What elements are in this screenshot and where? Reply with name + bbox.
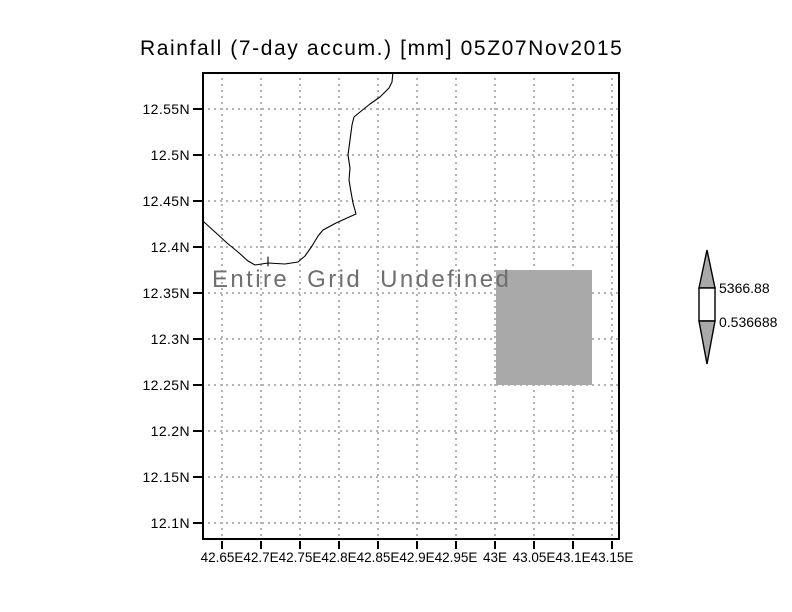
lon-tick-label: 42.8E	[321, 550, 357, 565]
lat-tick-label: 12.25N	[142, 377, 190, 393]
lat-tick-label: 12.45N	[142, 193, 190, 209]
lon-tick-mark	[533, 541, 535, 549]
lat-tick-label: 12.55N	[142, 101, 190, 117]
lon-tick-mark	[377, 541, 379, 549]
gridline-horizontal	[202, 522, 620, 524]
gridline-vertical	[260, 72, 262, 540]
lon-tick-mark	[299, 541, 301, 549]
undefined-message: Entire Grid Undefined	[212, 266, 512, 293]
gridline-vertical	[494, 72, 496, 540]
lon-tick-label: 43.05E	[512, 550, 556, 565]
lon-tick-label: 43.1E	[555, 550, 591, 565]
lon-tick-label: 42.9E	[399, 550, 435, 565]
lat-tick-mark	[193, 338, 202, 340]
gridline-vertical	[221, 72, 223, 540]
colorbar-box	[698, 287, 716, 322]
gridline-horizontal	[202, 246, 620, 248]
gridline-horizontal	[202, 384, 620, 386]
lon-tick-label: 43E	[482, 550, 508, 565]
lat-tick-mark	[193, 108, 202, 110]
lon-tick-mark	[494, 541, 496, 549]
lat-tick-mark	[193, 430, 202, 432]
lon-tick-label: 42.7E	[243, 550, 279, 565]
lon-tick-mark	[572, 541, 574, 549]
gridline-vertical	[611, 72, 613, 540]
lon-tick-mark	[611, 541, 613, 549]
lon-tick-mark	[338, 541, 340, 549]
gridline-vertical	[338, 72, 340, 540]
gridline-horizontal	[202, 338, 620, 340]
gridline-vertical	[416, 72, 418, 540]
gridline-horizontal	[202, 430, 620, 432]
gridline-vertical	[377, 72, 379, 540]
lat-tick-label: 12.35N	[142, 285, 190, 301]
colorbar	[698, 249, 716, 365]
gridline-vertical	[455, 72, 457, 540]
colorbar-down-arrow	[698, 320, 716, 365]
lon-tick-mark	[260, 541, 262, 549]
colorbar-up-arrow	[698, 249, 716, 289]
lat-tick-label: 12.5N	[150, 147, 190, 163]
coastline	[203, 72, 394, 267]
gridline-horizontal	[202, 108, 620, 110]
lon-tick-mark	[455, 541, 457, 549]
lat-tick-mark	[193, 476, 202, 478]
lat-tick-mark	[193, 200, 202, 202]
lat-tick-label: 12.1N	[150, 515, 190, 531]
lat-tick-mark	[193, 522, 202, 524]
lat-tick-mark	[193, 292, 202, 294]
lat-tick-label: 12.4N	[150, 239, 190, 255]
colorbar-max-label: 5366.88	[719, 280, 770, 296]
lat-tick-label: 12.15N	[142, 469, 190, 485]
colorbar-min-label: 0.536688	[719, 314, 778, 330]
gridline-horizontal	[202, 292, 620, 294]
gridline-horizontal	[202, 200, 620, 202]
map-frame	[202, 72, 620, 540]
lon-tick-label: 42.85E	[356, 550, 400, 565]
lon-tick-label: 42.75E	[278, 550, 322, 565]
gridline-horizontal	[202, 476, 620, 478]
lat-tick-label: 12.2N	[150, 423, 190, 439]
lon-tick-label: 42.65E	[200, 550, 244, 565]
coastline-path	[203, 72, 394, 266]
lon-tick-label: 42.95E	[434, 550, 478, 565]
gridline-vertical	[299, 72, 301, 540]
lon-tick-label: 43.15E	[590, 550, 634, 565]
lat-tick-mark	[193, 154, 202, 156]
lon-tick-mark	[416, 541, 418, 549]
lat-tick-mark	[193, 246, 202, 248]
lat-tick-label: 12.3N	[150, 331, 190, 347]
lat-tick-mark	[193, 384, 202, 386]
undefined-region-shading	[496, 270, 592, 385]
gridline-horizontal	[202, 154, 620, 156]
plot-title: Rainfall (7-day accum.) [mm] 05Z07Nov201…	[140, 37, 624, 60]
lon-tick-mark	[221, 541, 223, 549]
